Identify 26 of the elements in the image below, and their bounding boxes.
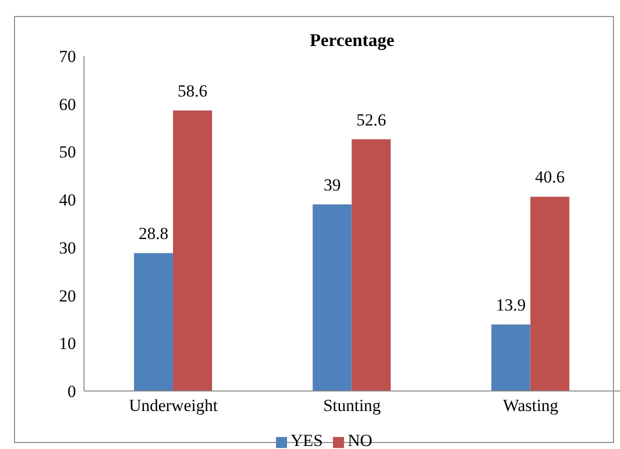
data-label: 40.6 [534,168,565,187]
x-tick-label: Underweight [128,396,218,416]
legend-label: NO [348,431,372,449]
bar [491,324,530,391]
data-label: 39 [324,175,341,194]
x-tick-label: Wasting [503,396,559,416]
y-tick-label: 10 [59,334,76,354]
data-label: 13.9 [496,295,526,314]
data-label: 58.6 [178,82,208,101]
legend-label: YES [290,431,323,449]
y-tick-label: 40 [59,190,76,210]
y-tick-label: 20 [59,286,76,306]
data-label: 28.8 [138,224,168,244]
y-tick-label: 70 [59,47,76,66]
y-tick-label: 50 [59,142,76,162]
bar [173,110,212,391]
bar [312,204,352,391]
data-label: 52.6 [356,110,386,130]
bar [134,253,174,391]
y-tick-label: 30 [59,238,76,258]
x-tick-label: Stunting [323,396,382,416]
y-tick-label: 60 [59,94,76,114]
bar [530,196,570,391]
y-tick-label: 0 [68,382,76,402]
chart-title: Percentage [308,30,396,51]
bar [352,139,391,391]
